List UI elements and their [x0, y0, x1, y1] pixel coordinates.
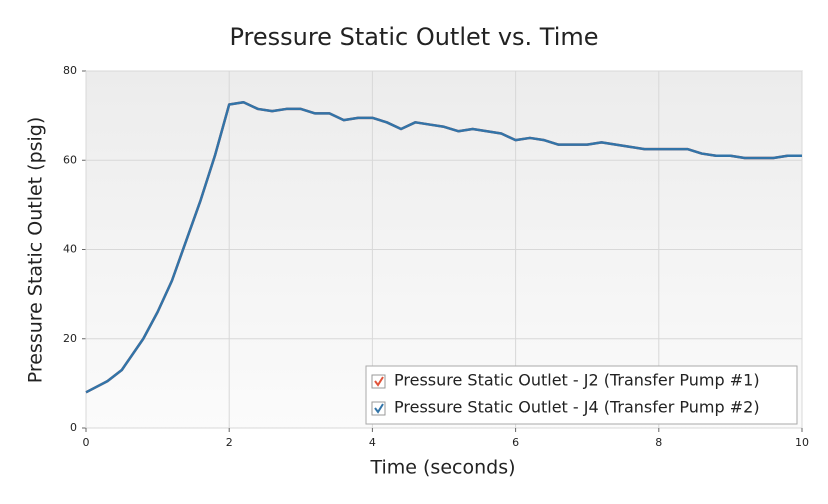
x-tick-label: 6 [512, 436, 519, 449]
series-line [85, 100, 802, 394]
x-axis-label: Time (seconds) [369, 457, 515, 479]
chart-title: Pressure Static Outlet vs. Time [229, 23, 598, 51]
x-tick-label: 0 [83, 436, 90, 449]
legend-label: Pressure Static Outlet - J4 (Transfer Pu… [394, 398, 760, 417]
legend-check [374, 403, 384, 414]
x-tick-label: 4 [369, 436, 376, 449]
legend-check [374, 376, 384, 387]
y-tick-label: 60 [63, 153, 77, 166]
y-axis-label: Pressure Static Outlet (psig) [25, 117, 47, 384]
y-tick-label: 40 [63, 243, 77, 256]
grid: 0 20 40 60 80 0 2 4 6 8 10 [63, 64, 809, 449]
y-tick-label: 80 [63, 64, 77, 77]
x-tick-label: 10 [795, 436, 809, 449]
x-tick-label: 8 [655, 436, 662, 449]
y-tick-label: 20 [63, 332, 77, 345]
legend: Pressure Static Outlet - J2 (Transfer Pu… [365, 365, 798, 425]
x-tick-label: 2 [226, 436, 233, 449]
lines [85, 100, 802, 394]
legend-box [365, 365, 798, 425]
legend-label: Pressure Static Outlet - J2 (Transfer Pu… [394, 371, 760, 390]
y-tick-label: 0 [70, 421, 77, 434]
